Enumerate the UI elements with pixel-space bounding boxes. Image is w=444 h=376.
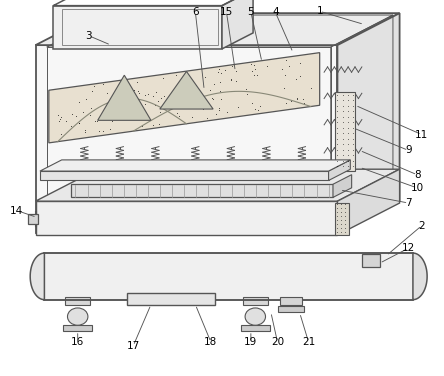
- Text: 11: 11: [415, 130, 428, 139]
- Polygon shape: [278, 306, 304, 312]
- Text: 8: 8: [414, 170, 420, 180]
- Text: 19: 19: [244, 337, 258, 347]
- Polygon shape: [40, 171, 329, 180]
- Polygon shape: [335, 203, 349, 235]
- Polygon shape: [40, 160, 350, 171]
- Text: 20: 20: [271, 337, 284, 347]
- Polygon shape: [63, 325, 92, 331]
- Text: 3: 3: [86, 31, 92, 41]
- Text: 10: 10: [411, 183, 424, 193]
- Text: 4: 4: [272, 7, 278, 17]
- Polygon shape: [362, 254, 380, 267]
- Polygon shape: [222, 0, 253, 49]
- Polygon shape: [413, 253, 427, 300]
- Polygon shape: [160, 71, 213, 109]
- Polygon shape: [53, 6, 222, 49]
- Text: 12: 12: [402, 243, 415, 253]
- Text: 9: 9: [405, 146, 412, 155]
- Text: 7: 7: [405, 198, 412, 208]
- Text: 5: 5: [248, 7, 254, 17]
- Text: 16: 16: [71, 337, 84, 347]
- Polygon shape: [333, 174, 352, 197]
- Polygon shape: [337, 13, 400, 233]
- Polygon shape: [44, 253, 413, 300]
- Polygon shape: [337, 169, 400, 235]
- Polygon shape: [71, 184, 333, 197]
- Polygon shape: [241, 325, 270, 331]
- Polygon shape: [280, 297, 302, 305]
- Polygon shape: [28, 214, 38, 224]
- Polygon shape: [335, 92, 355, 171]
- Circle shape: [67, 308, 88, 325]
- Text: 6: 6: [192, 7, 198, 17]
- Polygon shape: [98, 75, 151, 120]
- Polygon shape: [65, 297, 90, 305]
- Polygon shape: [30, 253, 44, 300]
- Text: 14: 14: [10, 206, 24, 215]
- Text: 17: 17: [127, 341, 140, 351]
- Text: 15: 15: [220, 7, 233, 17]
- Text: 1: 1: [317, 6, 323, 16]
- Polygon shape: [329, 160, 350, 180]
- Polygon shape: [127, 293, 215, 305]
- Text: 21: 21: [302, 337, 315, 347]
- Polygon shape: [36, 13, 400, 45]
- Polygon shape: [36, 45, 337, 233]
- Polygon shape: [36, 201, 337, 235]
- Polygon shape: [49, 53, 320, 143]
- Polygon shape: [243, 297, 268, 305]
- Text: 18: 18: [204, 337, 218, 347]
- Circle shape: [245, 308, 266, 325]
- Text: 2: 2: [419, 221, 425, 230]
- Polygon shape: [36, 169, 400, 201]
